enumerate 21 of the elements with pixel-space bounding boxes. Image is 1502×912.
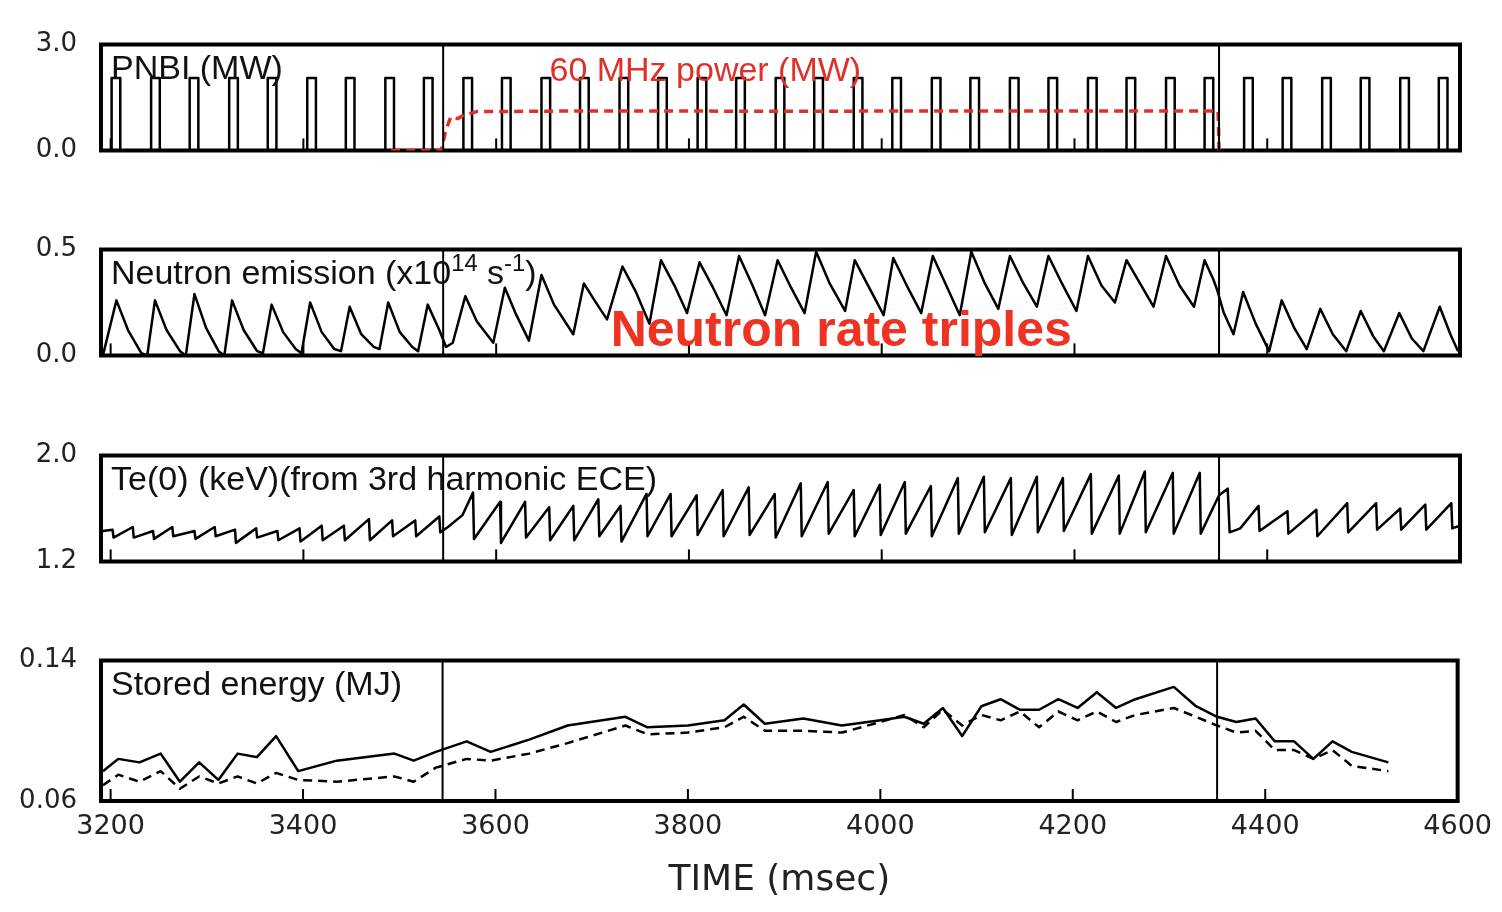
y-tick-label: 0.0: [35, 338, 77, 369]
x-tick-label: 3200: [76, 809, 145, 841]
y-tick-label: 0.14: [19, 643, 77, 674]
chart-title: PNBI (MW): [111, 47, 283, 86]
y-tick-label: 0.5: [35, 232, 77, 263]
annotation: Neutron rate triples: [610, 300, 1072, 357]
x-tick-label: 4200: [1038, 809, 1108, 841]
x-tick-label: 3800: [653, 809, 723, 841]
y-tick-label: 2.0: [35, 438, 77, 469]
y-tick-label: 3.0: [35, 27, 77, 58]
x-tick-label: 4600: [1423, 809, 1492, 841]
y-tick-label: 0.06: [19, 783, 77, 814]
chart-title: Stored energy (MJ): [111, 663, 402, 702]
y-tick-label: 0.0: [35, 133, 77, 164]
x-tick-label: 3600: [461, 809, 530, 841]
y-tick-label: 1.2: [35, 544, 77, 575]
x-tick-label: 4400: [1230, 809, 1300, 841]
x-tick-label: 3400: [268, 809, 338, 841]
series-label: 60 MHz power (MW): [549, 49, 862, 88]
x-axis-title: TIME (msec): [667, 856, 891, 898]
x-tick-label: 4000: [845, 809, 915, 841]
